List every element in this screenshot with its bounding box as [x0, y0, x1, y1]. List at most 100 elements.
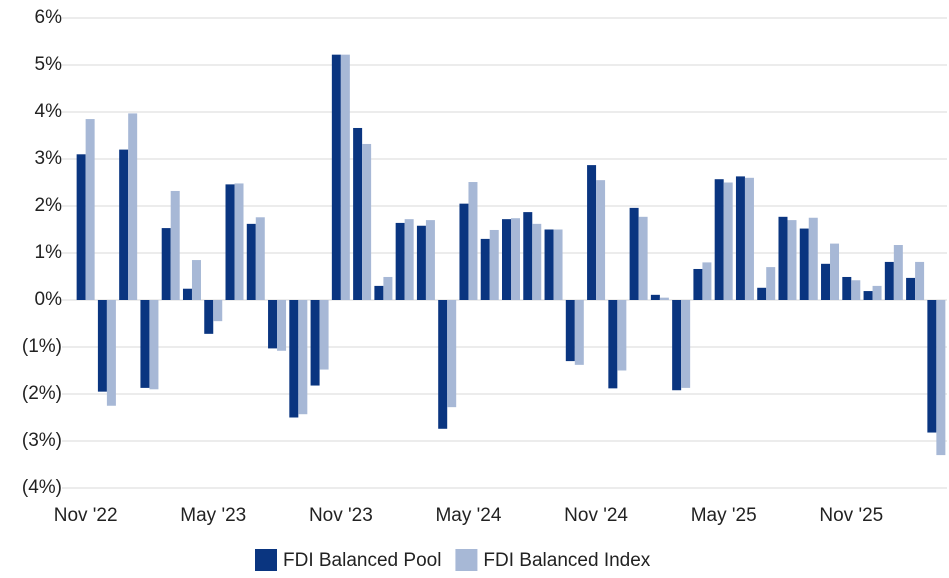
bar [106, 300, 116, 406]
bar [119, 149, 129, 300]
bar [374, 285, 384, 300]
bar [161, 228, 171, 300]
legend-label: FDI Balanced Index [483, 550, 650, 571]
bar [480, 238, 490, 300]
x-tick-label: May '24 [435, 505, 501, 526]
bar [438, 300, 448, 429]
bar [298, 300, 308, 415]
bar [735, 176, 745, 300]
bar [523, 212, 533, 300]
legend-swatch [255, 549, 277, 571]
bar [416, 225, 426, 300]
bar [872, 285, 882, 300]
bar [863, 291, 873, 300]
bar [629, 207, 639, 300]
y-tick-label: 2% [35, 195, 63, 216]
bar [672, 300, 682, 391]
y-tick-label: 5% [35, 54, 63, 75]
bar [927, 300, 937, 433]
x-tick-label: Nov '25 [819, 505, 883, 526]
bar [766, 267, 776, 300]
bar [851, 280, 861, 300]
bar [808, 217, 818, 300]
y-tick-label: 6% [35, 7, 63, 28]
y-tick-label: (1%) [22, 336, 62, 357]
bar [97, 300, 107, 392]
bar [608, 300, 618, 389]
bar [213, 300, 223, 322]
bar [170, 190, 180, 300]
bar [587, 165, 597, 300]
bar [182, 288, 192, 300]
bar [638, 216, 648, 300]
bar [596, 180, 606, 300]
x-tick-label: Nov '23 [309, 505, 373, 526]
bar [268, 300, 278, 349]
bar [821, 263, 831, 300]
bar [319, 300, 329, 370]
bar [395, 222, 405, 300]
x-tick-label: May '23 [180, 505, 246, 526]
bar [565, 300, 575, 362]
bar [447, 300, 457, 408]
bar [310, 300, 320, 386]
bar [681, 300, 691, 388]
bar [702, 262, 712, 300]
x-tick-label: Nov '22 [54, 505, 118, 526]
bar [149, 300, 159, 390]
x-tick-label: May '25 [691, 505, 757, 526]
bar [383, 276, 393, 300]
bar [289, 300, 299, 418]
bar [85, 119, 95, 300]
bar [906, 277, 916, 300]
y-tick-label: (3%) [22, 430, 62, 451]
bar [778, 216, 788, 300]
bar [842, 276, 852, 300]
bar [246, 223, 256, 300]
bar [936, 300, 946, 456]
bar [128, 113, 138, 300]
bar [353, 127, 363, 300]
bar [225, 184, 235, 300]
bar [489, 229, 499, 300]
bar [76, 154, 86, 300]
bar [331, 54, 341, 300]
bar [787, 220, 797, 300]
bar [502, 219, 511, 300]
bar [553, 229, 563, 300]
y-tick-label: 4% [35, 101, 63, 122]
y-tick-label: 3% [35, 148, 63, 169]
bar [893, 245, 903, 300]
bar [140, 300, 150, 388]
x-tick-label: Nov '24 [564, 505, 628, 526]
bar [425, 220, 435, 300]
bar [723, 182, 733, 300]
y-tick-label: 1% [35, 242, 63, 263]
bar [714, 179, 724, 300]
bar [459, 203, 469, 300]
bar [191, 260, 201, 300]
bar [884, 261, 894, 300]
bar [277, 300, 287, 351]
bar [511, 218, 520, 300]
bar [693, 268, 703, 300]
bar [757, 287, 767, 300]
bar [799, 228, 809, 300]
bar [204, 300, 214, 334]
bar [234, 183, 244, 300]
bar [362, 143, 372, 300]
bar [744, 177, 754, 300]
bar [830, 243, 840, 300]
y-tick-label: (2%) [22, 383, 62, 404]
bar [915, 261, 925, 300]
y-tick-label: 0% [35, 289, 63, 310]
legend-label: FDI Balanced Pool [283, 550, 441, 571]
y-tick-label: (4%) [22, 477, 62, 498]
bar [340, 54, 350, 300]
bar [544, 229, 554, 300]
bar [617, 300, 627, 371]
legend-swatch [455, 549, 478, 571]
bar [404, 219, 414, 300]
bar [532, 223, 542, 300]
